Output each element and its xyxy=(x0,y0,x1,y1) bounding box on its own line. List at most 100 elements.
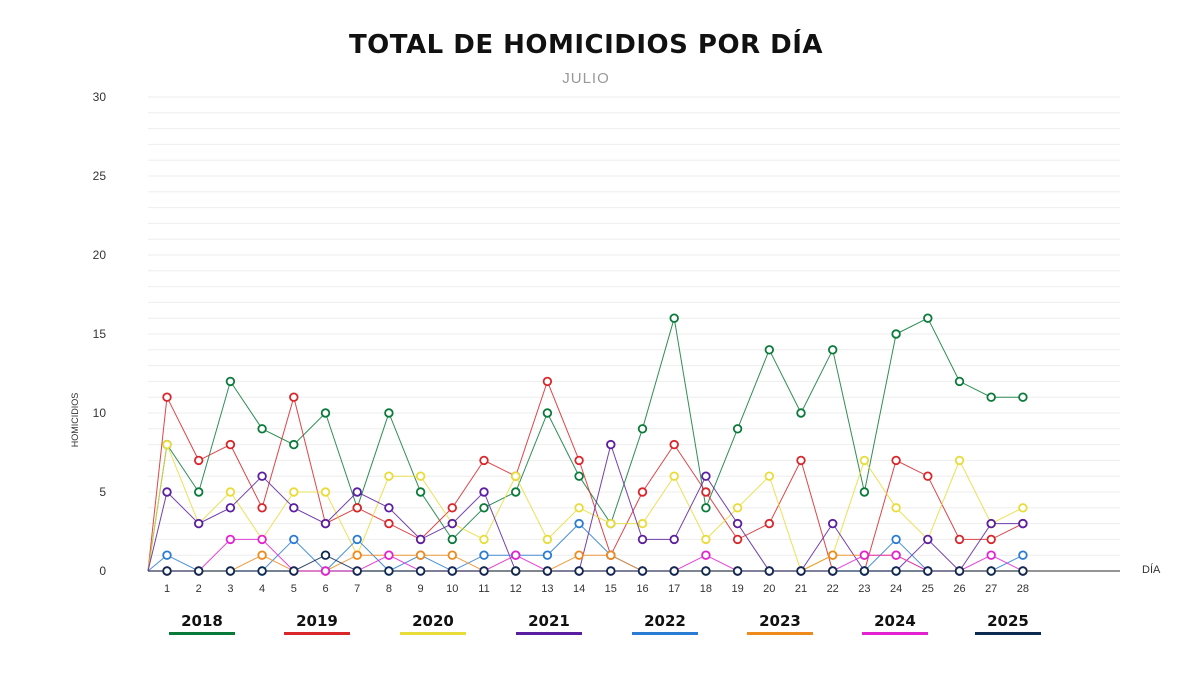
legend-swatch xyxy=(516,632,582,635)
data-point-2025 xyxy=(415,566,426,576)
data-point-2020 xyxy=(606,518,616,529)
data-point-2025 xyxy=(669,566,679,576)
x-axis-ticks: 1 2 3 4 5 6 7 8 9 10 11 12 13 14 15 16 17 18 19 20 21 22 23 24 2… xyxy=(164,583,1029,595)
data-point-2021 xyxy=(257,471,267,481)
data-point-2018 xyxy=(701,503,711,513)
data-point-2018 xyxy=(669,313,679,323)
legend-item-2022: 2022 xyxy=(632,612,698,635)
data-point-2018 xyxy=(986,392,996,402)
legend-item-2020: 2020 xyxy=(400,612,466,635)
data-point-2018 xyxy=(479,503,489,513)
legend-item-2024: 2024 xyxy=(862,612,928,635)
data-point-2024 xyxy=(891,550,901,560)
legend-item-2019: 2019 xyxy=(284,612,350,635)
data-point-2023 xyxy=(257,550,267,560)
data-point-2021 xyxy=(320,518,331,529)
data-point-2018 xyxy=(891,329,901,339)
data-point-2025 xyxy=(511,566,521,576)
legend-item-2021: 2021 xyxy=(516,612,582,635)
data-point-2021 xyxy=(1018,518,1028,529)
data-point-2023 xyxy=(574,550,584,560)
data-point-2022 xyxy=(289,534,299,545)
data-point-2025 xyxy=(384,566,394,576)
legend-label: 2023 xyxy=(759,612,801,630)
data-point-2019 xyxy=(162,392,172,402)
legend-swatch xyxy=(747,632,813,635)
data-point-2020 xyxy=(384,471,394,481)
legend-swatch xyxy=(862,632,928,635)
x-tick-label: 16 xyxy=(636,583,648,595)
data-point-2024 xyxy=(320,566,331,576)
y-tick-label: 30 xyxy=(93,90,107,104)
data-point-2020 xyxy=(637,518,648,529)
data-point-2019 xyxy=(954,534,965,545)
data-point-2018 xyxy=(289,439,299,450)
grid-lines xyxy=(148,96,1120,572)
data-point-2020 xyxy=(891,503,901,513)
data-point-2025 xyxy=(828,566,838,576)
legend-item-2023: 2023 xyxy=(747,612,813,635)
data-point-2025 xyxy=(257,566,267,576)
data-point-2021 xyxy=(606,439,616,450)
chart-title: TOTAL DE HOMICIDIOS POR DÍA xyxy=(348,30,824,60)
legend-label: 2021 xyxy=(528,612,570,630)
data-point-2021 xyxy=(225,503,236,513)
data-point-2020 xyxy=(1018,503,1028,513)
x-tick-label: 2 xyxy=(196,583,202,595)
legend-swatch xyxy=(284,632,350,635)
x-tick-label: 10 xyxy=(446,583,458,595)
data-point-2021 xyxy=(828,518,838,529)
series-line-2025 xyxy=(148,554,1023,572)
x-tick-label: 14 xyxy=(573,583,585,595)
legend-swatch xyxy=(632,632,698,635)
data-point-2020 xyxy=(701,534,711,545)
data-point-2019 xyxy=(796,455,806,466)
y-tick-label: 15 xyxy=(93,327,107,341)
x-tick-label: 18 xyxy=(700,583,712,595)
data-point-2021 xyxy=(384,503,394,513)
data-point-2019 xyxy=(384,518,394,529)
legend-label: 2020 xyxy=(412,612,454,630)
data-point-2018 xyxy=(828,345,838,355)
data-point-2024 xyxy=(384,550,394,560)
series-2025 xyxy=(148,550,1028,576)
data-point-2019 xyxy=(289,392,299,402)
data-point-2018 xyxy=(796,408,806,418)
y-axis-ticks: 0 5 10 15 20 25 30 xyxy=(93,90,107,578)
data-point-2021 xyxy=(193,518,204,529)
legend-label: 2018 xyxy=(181,612,223,630)
data-point-2022 xyxy=(574,518,584,529)
data-point-2021 xyxy=(352,487,362,497)
data-point-2023 xyxy=(606,550,616,560)
data-point-2022 xyxy=(352,534,362,545)
y-tick-label: 0 xyxy=(99,564,106,578)
data-point-2018 xyxy=(415,487,426,497)
data-point-2019 xyxy=(479,455,489,466)
data-point-2018 xyxy=(732,424,743,434)
legend-item-2025: 2025 xyxy=(975,612,1041,635)
x-tick-label: 24 xyxy=(890,583,902,595)
data-point-2025 xyxy=(542,566,553,576)
y-axis-label: HOMICIDIOS xyxy=(70,393,80,448)
x-tick-label: 15 xyxy=(605,583,617,595)
data-point-2025 xyxy=(574,566,584,576)
data-point-2023 xyxy=(352,550,362,560)
x-tick-label: 8 xyxy=(386,583,392,595)
legend-label: 2019 xyxy=(296,612,338,630)
x-tick-label: 26 xyxy=(953,583,965,595)
data-point-2018 xyxy=(764,345,774,355)
data-point-2023 xyxy=(828,550,838,560)
data-point-2025 xyxy=(352,566,362,576)
data-point-2020 xyxy=(225,487,236,497)
data-point-2025 xyxy=(891,566,901,576)
x-tick-label: 3 xyxy=(227,583,233,595)
data-point-2019 xyxy=(701,487,711,497)
x-tick-label: 17 xyxy=(668,583,680,595)
data-point-2018 xyxy=(225,376,236,387)
x-tick-label: 20 xyxy=(763,583,775,595)
y-tick-label: 5 xyxy=(99,485,106,499)
data-point-2021 xyxy=(732,518,743,529)
data-point-2024 xyxy=(859,550,870,560)
data-point-2022 xyxy=(479,550,489,560)
data-point-2022 xyxy=(162,550,172,560)
